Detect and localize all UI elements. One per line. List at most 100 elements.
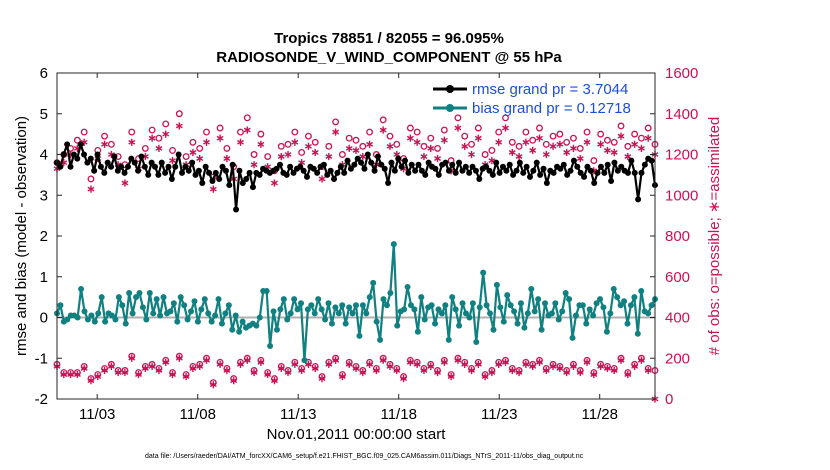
obs-assimilated-marker [94,372,102,381]
obs-possible-marker [495,128,503,136]
bias-point [108,312,115,319]
x-tick-label: 11/23 [481,406,517,423]
rmse-point [324,171,331,178]
bias-point [232,312,239,319]
obs-assimilated-stroke [107,363,115,369]
obs-assimilated-stroke [522,361,530,367]
bias-point [215,296,222,303]
rmse-point [513,167,520,174]
obs-assimilated-marker [359,368,367,377]
obs-possible-marker [468,140,475,148]
obs-possible-marker [502,114,509,122]
obs-possible-marker [590,157,598,165]
obs-possible-marker [440,126,448,134]
obs-assimilated-stroke [563,370,571,375]
rmse-point [256,171,263,178]
bias-point [304,306,311,313]
obs-assimilated-stroke [522,139,530,145]
data-file-footnote: data file: /Users/raeder/DAI/ATM_forcXX/… [145,453,584,460]
rmse-point [165,163,172,170]
axes-group: -2 -1 0 1 2 3 4 5 6 0 200 400 600 800 1000 1200 1400 1600… [35,65,699,423]
rmse-point [128,155,135,162]
obs-assimilated-marker [298,366,306,375]
obs-assimilated-stroke [542,368,550,373]
rmse-point [597,163,604,170]
rmse-point [435,171,442,178]
rmse-point [236,167,243,174]
obs-assimilated-stroke [420,154,428,159]
rmse-point [648,157,655,164]
obs-assimilated-stroke [270,180,278,186]
bias-point [153,296,160,303]
bias-point [590,312,597,319]
rmse-point [179,169,186,176]
rmse-point [614,167,621,174]
obs-assimilated-stroke [87,186,95,192]
obs-assimilated-stroke [345,145,353,151]
bias-point [170,300,177,307]
obs-assimilated-stroke [406,359,414,365]
bias-point [380,296,387,303]
bias-point [201,296,208,303]
obs-assimilated-marker [135,370,143,379]
obs-assimilated-marker [243,356,251,364]
bias-point [294,306,301,313]
obs-assimilated-stroke [338,374,346,379]
obs-assimilated-stroke [508,368,516,373]
rmse-point [314,169,321,176]
y-tick-label-left: 0 [40,310,48,327]
obs-assimilated-stroke [332,129,340,135]
rmse-point [412,167,419,174]
obs-assimilated-stroke [515,370,523,375]
obs-assimilated-stroke [610,150,618,155]
rmse-point [530,167,537,174]
bias-point [552,300,559,307]
rmse-point [81,151,88,158]
obs-assimilated-stroke [345,361,353,367]
obs-assimilated-stroke [644,368,652,373]
obs-possible-marker [366,128,374,136]
x-tick-label: 11/03 [79,406,115,423]
obs-possible-marker [352,136,360,144]
bias-point [301,357,308,364]
bias-point [500,318,507,325]
bias-point [284,316,291,323]
rmse-point [151,163,158,170]
bias-point [253,322,260,329]
rmse-point [148,159,155,166]
bias-point [421,316,428,323]
rmse-point [141,163,148,170]
bias-point [521,324,528,331]
rmse-point [560,161,567,168]
obs-assimilated-marker [624,370,632,379]
obs-assimilated-marker [325,360,333,368]
obs-assimilated-marker [277,152,285,161]
obs-assimilated-stroke [230,378,238,384]
obs-possible-marker [631,130,639,138]
obs-assimilated-stroke [556,141,564,147]
obs-assimilated-marker [366,140,374,148]
obs-assimilated-stroke [434,370,442,375]
rmse-point [537,171,544,178]
obs-assimilated-marker [386,142,394,150]
obs-assimilated-stroke [468,152,475,157]
rmse-point [276,161,283,168]
obs-possible-marker [359,142,367,150]
obs-assimilated-marker [237,360,244,368]
rmse-point [459,167,466,174]
obs-assimilated-stroke [60,372,68,377]
obs-assimilated-marker [243,126,251,134]
rmse-point [358,159,365,166]
obs-assimilated-marker [257,140,265,148]
rmse-point [533,159,540,166]
obs-assimilated-stroke [223,368,231,373]
obs-assimilated-stroke [325,154,333,159]
bias-point [504,292,511,299]
obs-assimilated-marker [474,134,482,142]
bias-point [84,316,91,323]
obs-assimilated-stroke [583,359,591,365]
obs-assimilated-marker [468,366,475,375]
obs-assimilated-marker [583,138,591,146]
obs-assimilated-stroke [216,361,224,367]
y-tick-label-right: 800 [665,228,690,245]
